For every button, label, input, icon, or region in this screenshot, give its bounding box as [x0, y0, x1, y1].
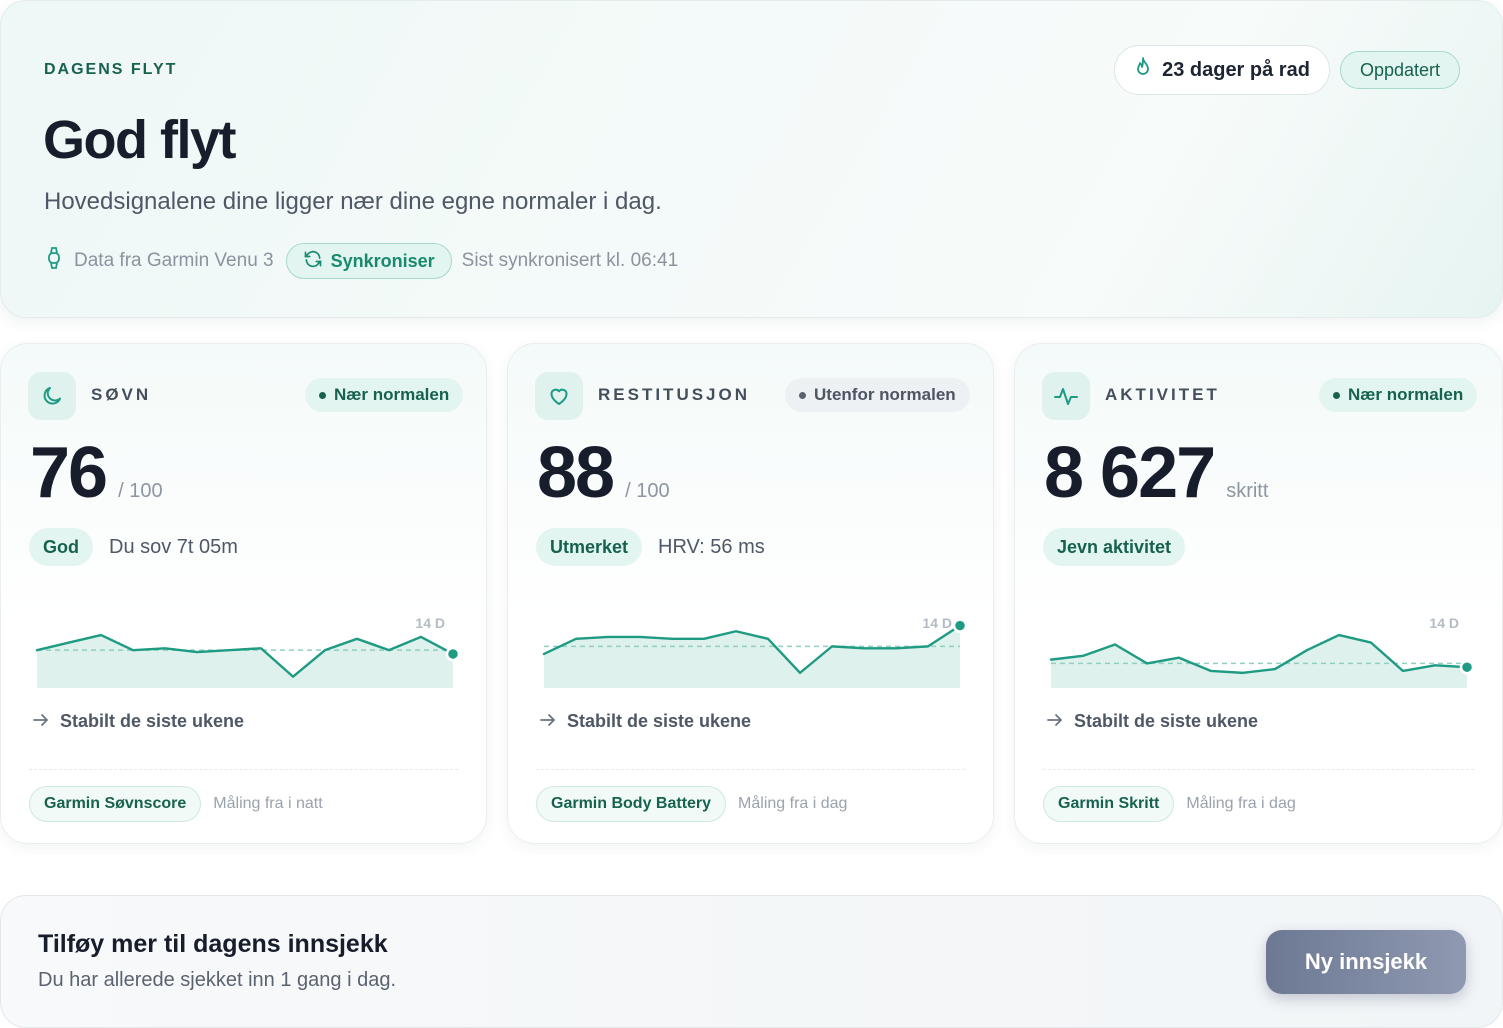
arrow-right-icon	[32, 711, 50, 732]
source-row: Garmin Body Battery Måling fra i dag	[536, 785, 847, 823]
card-label: RESTITUSJON	[598, 385, 751, 404]
sparkline-area	[1051, 635, 1467, 688]
metric: 8 627 skritt	[1044, 432, 1268, 514]
updated-badge: Oppdatert	[1340, 51, 1460, 89]
sparkline-line	[1049, 633, 1469, 675]
source-tag: Garmin Skritt	[1043, 786, 1175, 822]
sparkline-latest-point	[445, 646, 461, 662]
card-label: SØVN	[91, 385, 152, 404]
status-badge: Nær normalen	[1319, 378, 1478, 412]
rating-detail: HRV: 56 ms	[658, 535, 765, 558]
sync-label: Synkroniser	[330, 250, 435, 271]
source-row: Garmin Søvnscore Måling fra i natt	[29, 785, 323, 823]
rating-detail: Du sov 7t 05m	[109, 535, 238, 558]
trend-row: Stabilt de siste ukene	[539, 711, 751, 732]
arrow-right-icon	[1046, 711, 1064, 732]
metric-unit: / 100	[118, 480, 163, 502]
range-label: 14 D	[1429, 615, 1459, 631]
sparkline-latest-point	[1459, 659, 1475, 675]
recovery-sparkline: 14 D	[542, 615, 968, 688]
trend-label: Stabilt de siste ukene	[1074, 711, 1259, 731]
rating-row: Utmerket HRV: 56 ms	[536, 528, 765, 566]
sparkline-area	[544, 625, 960, 688]
device-label: Data fra Garmin Venu 3	[74, 250, 274, 271]
device-row: Data fra Garmin Venu 3 Synkroniser Sist …	[44, 243, 678, 279]
hero-eyebrow: DAGENS FLYT	[44, 61, 178, 78]
activity-card[interactable]: AKTIVITET Nær normalen 8 627 skritt Jevn…	[1014, 343, 1503, 844]
metric-value: 88	[537, 433, 615, 513]
rating-row: Jevn aktivitet	[1043, 528, 1186, 566]
sparkline-area	[37, 635, 453, 688]
watch-icon	[44, 246, 64, 276]
arrow-right-icon	[539, 711, 557, 732]
sparkline-line	[35, 633, 455, 678]
sparkline-line	[542, 624, 962, 675]
rating-pill: Jevn aktivitet	[1043, 528, 1186, 566]
checkin-title: Tilføy mer til dagens innsjekk	[38, 930, 388, 958]
measured-text: Måling fra i natt	[213, 795, 323, 812]
streak-label: 23 dager på rad	[1162, 58, 1310, 81]
card-label: AKTIVITET	[1105, 385, 1220, 404]
flame-icon	[1134, 56, 1152, 84]
metric: 88 / 100	[537, 432, 670, 514]
trend-label: Stabilt de siste ukene	[567, 711, 752, 731]
recovery-card[interactable]: RESTITUSJON Utenfor normalen 88 / 100 Ut…	[507, 343, 994, 844]
sync-button[interactable]: Synkroniser	[285, 243, 452, 279]
range-label: 14 D	[415, 615, 445, 631]
divider	[536, 769, 965, 770]
sleep-card[interactable]: SØVN Nær normalen 76 / 100 God Du sov 7t…	[0, 343, 487, 844]
metric-unit: / 100	[625, 480, 670, 502]
sleep-sparkline: 14 D	[35, 615, 461, 688]
activity-icon	[1042, 372, 1090, 420]
new-checkin-button[interactable]: Ny innsjekk	[1266, 930, 1466, 994]
heart-icon	[535, 372, 583, 420]
status-label: Utenfor normalen	[814, 385, 956, 404]
trend-row: Stabilt de siste ukene	[32, 711, 244, 732]
measured-text: Måling fra i dag	[738, 795, 848, 812]
status-badge: Utenfor normalen	[785, 378, 970, 412]
hero-panel: DAGENS FLYT God flyt Hovedsignalene dine…	[0, 0, 1503, 318]
trend-row: Stabilt de siste ukene	[1046, 711, 1258, 732]
streak-badge: 23 dager på rad	[1114, 45, 1330, 95]
divider	[29, 769, 458, 770]
status-dot	[319, 391, 326, 399]
source-tag: Garmin Body Battery	[536, 786, 727, 822]
rating-pill: Utmerket	[536, 528, 643, 566]
range-label: 14 D	[922, 615, 952, 631]
measured-text: Måling fra i dag	[1186, 795, 1296, 812]
source-row: Garmin Skritt Måling fra i dag	[1043, 785, 1296, 823]
status-label: Nær normalen	[1348, 385, 1464, 404]
last-sync-text: Sist synkronisert kl. 06:41	[461, 250, 679, 271]
source-tag: Garmin Søvnscore	[29, 786, 202, 822]
rating-pill: God	[29, 528, 93, 566]
sparkline-latest-point	[952, 618, 968, 633]
activity-sparkline: 14 D	[1049, 615, 1475, 688]
refresh-icon	[303, 249, 323, 274]
status-label: Nær normalen	[334, 385, 450, 404]
metric-value: 76	[30, 433, 108, 513]
rating-row: God Du sov 7t 05m	[29, 528, 238, 566]
trend-label: Stabilt de siste ukene	[60, 711, 245, 731]
checkin-subtitle: Du har allerede sjekket inn 1 gang i dag…	[38, 969, 397, 991]
metric-unit: skritt	[1226, 480, 1269, 502]
checkin-panel: Tilføy mer til dagens innsjekk Du har al…	[0, 895, 1503, 1028]
page-title: God flyt	[43, 110, 236, 170]
status-dot	[1333, 391, 1340, 399]
status-badge: Nær normalen	[305, 378, 464, 412]
hero-subtitle: Hovedsignalene dine ligger nær dine egne…	[44, 188, 662, 215]
divider	[1043, 769, 1474, 770]
metric: 76 / 100	[30, 432, 163, 514]
moon-icon	[28, 372, 76, 420]
status-dot	[799, 391, 806, 399]
metric-value: 8 627	[1044, 433, 1216, 513]
